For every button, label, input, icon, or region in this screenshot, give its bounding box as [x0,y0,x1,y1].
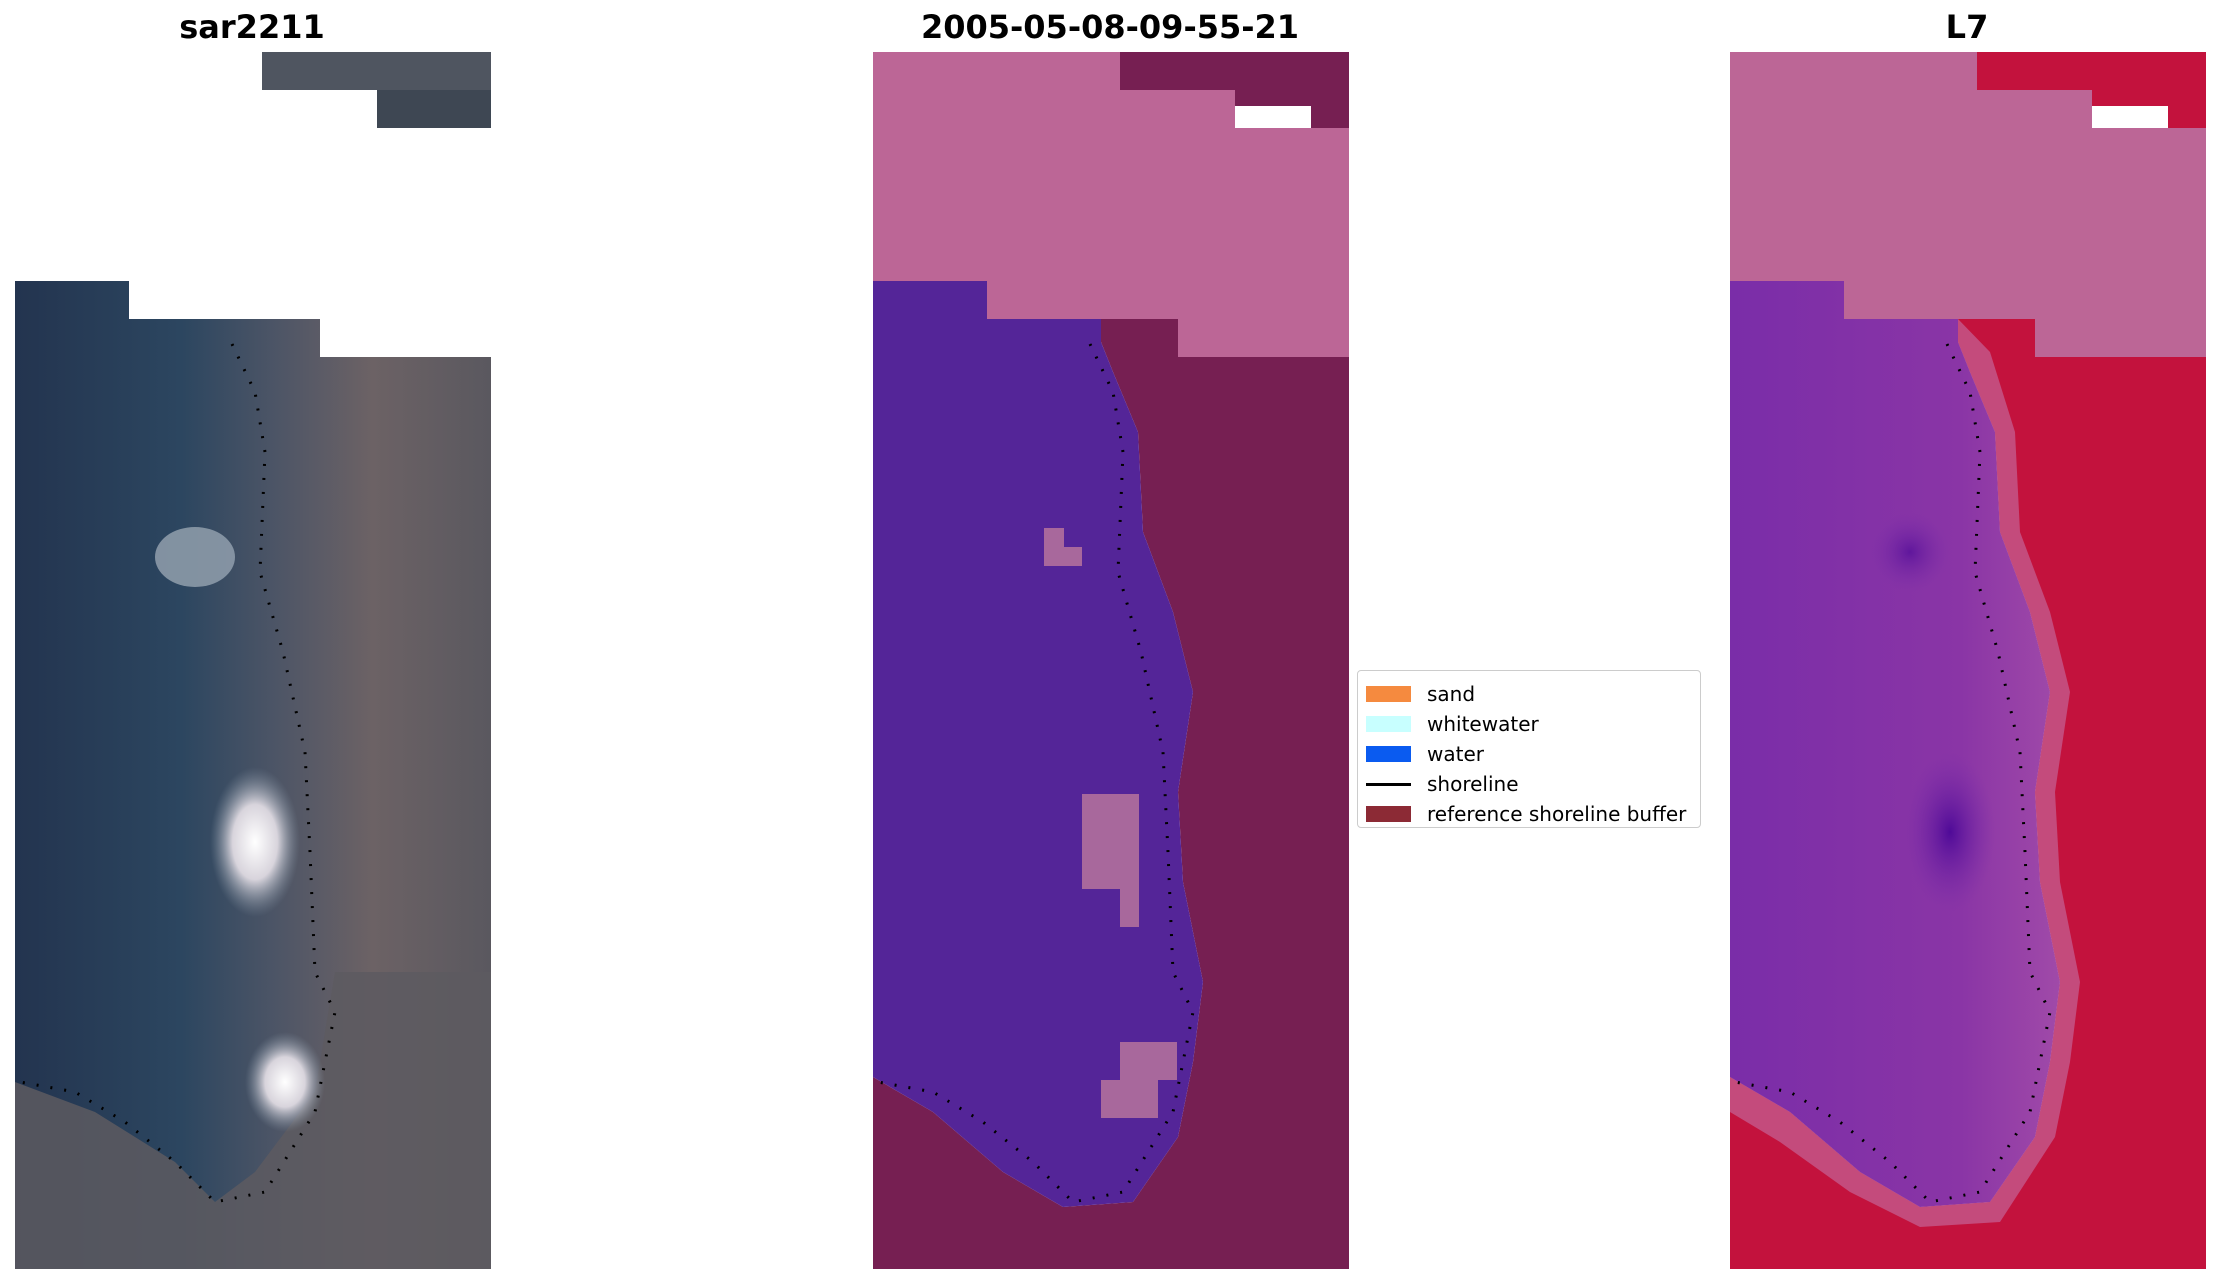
legend-label: whitewater [1427,712,1539,736]
legend-item-shoreline: shoreline [1366,769,1700,799]
rgb-image-panel [15,52,491,1269]
index-nodata-top [1730,52,2206,357]
index-water [1730,281,2060,1207]
class-patch-2 [1082,794,1139,889]
legend-label: sand [1427,682,1476,706]
class-land [873,319,1349,1269]
legend-swatch-whitewater [1366,716,1411,732]
rgb-glint-3 [245,1032,325,1132]
legend-swatch-water [1366,746,1411,762]
legend: sand whitewater water shoreline referenc… [1357,670,1701,828]
class-patch-3 [1120,1042,1177,1080]
index-deep-water-2 [1870,512,1950,592]
class-patch-1b [1044,547,1082,566]
class-water [873,281,1203,1207]
rgb-top-strip [262,52,491,90]
legend-swatch-reference-buffer [1366,806,1411,822]
index-panel [1730,52,2206,1269]
legend-label: water [1427,742,1484,766]
legend-label: shoreline [1427,772,1519,796]
rgb-top-strip-2 [377,90,491,128]
rgb-lower-land [15,972,491,1269]
rgb-glint-2 [210,767,300,917]
classification-panel [873,52,1349,1269]
class-patch-3b [1101,1080,1158,1118]
index-deep-water [1905,752,1995,912]
index-land [1730,319,2206,1269]
class-nodata-top [873,52,1349,357]
class-land-top [1120,52,1349,128]
panel-title-rgb: sar2211 [179,8,325,46]
panel-title-index: L7 [1945,8,1989,46]
legend-item-sand: sand [1366,679,1700,709]
class-patch-2b [1120,889,1139,927]
legend-line-shoreline [1366,782,1411,786]
index-land-top [1977,52,2206,128]
legend-item-whitewater: whitewater [1366,709,1700,739]
panel-title-classification: 2005-05-08-09-55-21 [920,8,1300,46]
legend-item-reference-buffer: reference shoreline buffer [1366,799,1700,829]
legend-swatch-sand [1366,686,1411,702]
legend-item-water: water [1366,739,1700,769]
index-transition [1730,319,2080,1227]
legend-label: reference shoreline buffer [1427,802,1687,826]
rgb-glint-1 [155,527,235,587]
